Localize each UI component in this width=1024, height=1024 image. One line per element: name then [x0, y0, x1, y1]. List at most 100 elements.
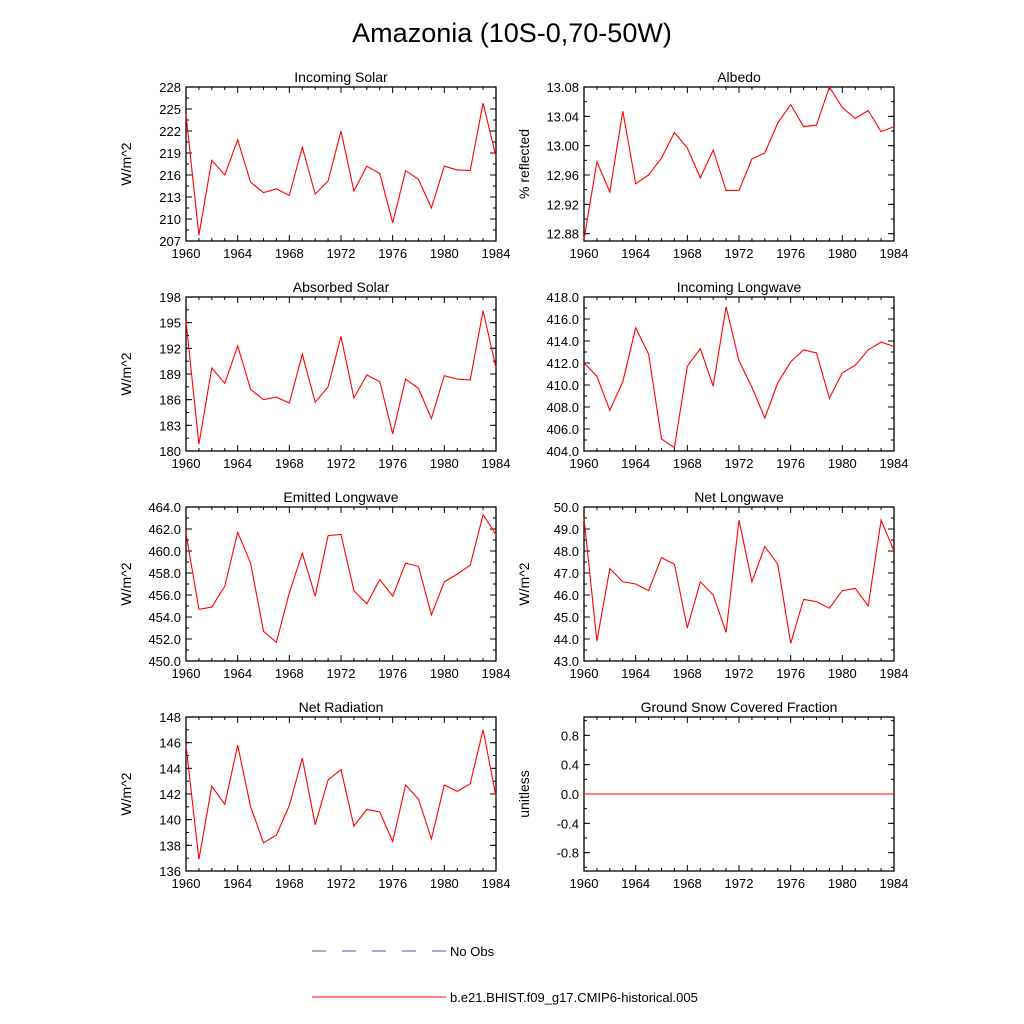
x-tick-label: 1980 — [430, 456, 459, 471]
y-tick-label: 189 — [159, 367, 181, 382]
y-tick-label: 460.0 — [148, 544, 181, 559]
y-tick-label: 48.0 — [554, 544, 579, 559]
x-tick-label: 1984 — [482, 666, 511, 681]
series-line — [583, 306, 895, 449]
x-tick-label: 1976 — [776, 246, 805, 261]
y-axis-label: W/m^2 — [118, 772, 134, 815]
series-line — [185, 729, 497, 860]
y-tick-label: 180 — [159, 444, 181, 459]
y-tick-label: 219 — [159, 146, 181, 161]
series-line — [185, 102, 497, 236]
x-tick-label: 1980 — [828, 246, 857, 261]
x-tick-label: 1972 — [725, 876, 754, 891]
x-tick-label: 1976 — [776, 456, 805, 471]
panel-4: Emitted Longwave W/m^2 1960 1964 1968 1972 197… — [118, 489, 510, 681]
x-tick-label: 1960 — [570, 666, 599, 681]
x-tick-label: 1980 — [430, 666, 459, 681]
x-tick-label: 1984 — [482, 456, 511, 471]
y-tick-label: 464.0 — [148, 500, 181, 515]
series-line — [583, 517, 895, 644]
y-axis-label: W/m^2 — [118, 562, 134, 605]
x-tick-label: 1960 — [172, 246, 201, 261]
x-tick-label: 1976 — [378, 246, 407, 261]
x-tick-label: 1980 — [430, 876, 459, 891]
y-tick-label: 142 — [159, 787, 181, 802]
y-tick-label: 192 — [159, 341, 181, 356]
panel-title: Albedo — [717, 69, 761, 85]
y-tick-label: 207 — [159, 234, 181, 249]
y-tick-label: 183 — [159, 418, 181, 433]
x-tick-label: 1964 — [223, 246, 252, 261]
y-tick-label: 216 — [159, 168, 181, 183]
legend: No Obs b.e21.BHIST.f09_g17.CMIP6-historic… — [312, 944, 698, 1005]
y-tick-label: 144 — [159, 761, 181, 776]
y-tick-label: 410.0 — [546, 378, 579, 393]
y-tick-label: 462.0 — [148, 522, 181, 537]
y-tick-label: 50.0 — [554, 500, 579, 515]
x-tick-label: 1968 — [275, 876, 304, 891]
x-tick-label: 1972 — [725, 456, 754, 471]
panel-6: Net Radiation W/m^2 1960 1964 1968 1972 1976 19… — [118, 699, 510, 891]
panel-2: Absorbed Solar W/m^2 1960 1964 1968 1972 1976 1… — [118, 279, 510, 471]
panel-title: Absorbed Solar — [293, 279, 390, 295]
y-tick-label: 44.0 — [554, 632, 579, 647]
y-tick-label: 49.0 — [554, 522, 579, 537]
x-tick-label: 1968 — [673, 456, 702, 471]
legend-label-1: b.e21.BHIST.f09_g17.CMIP6-historical.005 — [450, 990, 698, 1005]
series-line — [185, 513, 497, 644]
y-tick-label: 0.4 — [561, 758, 579, 773]
panel-title: Incoming Longwave — [677, 279, 802, 295]
x-tick-label: 1984 — [482, 246, 511, 261]
y-tick-label: 404.0 — [546, 444, 579, 459]
y-tick-label: 225 — [159, 102, 181, 117]
panel-title: Incoming Solar — [294, 69, 388, 85]
x-tick-label: 1964 — [223, 456, 252, 471]
panel-title: Net Radiation — [299, 699, 384, 715]
x-tick-label: 1960 — [172, 666, 201, 681]
y-tick-label: 213 — [159, 190, 181, 205]
plot-frame — [185, 86, 497, 242]
y-tick-label: 406.0 — [546, 422, 579, 437]
panel-title: Emitted Longwave — [283, 489, 398, 505]
y-axis-label: W/m^2 — [118, 352, 134, 395]
panel-1: Albedo % reflected 1960 1964 1968 1972 1976 198… — [516, 69, 908, 261]
y-axis-label: unitless — [516, 770, 532, 817]
x-tick-label: 1968 — [673, 246, 702, 261]
x-tick-label: 1968 — [673, 876, 702, 891]
y-tick-label: 136 — [159, 864, 181, 879]
x-tick-label: 1984 — [482, 876, 511, 891]
x-tick-label: 1976 — [776, 876, 805, 891]
x-tick-label: 1964 — [621, 246, 650, 261]
y-axis-label: W/m^2 — [516, 562, 532, 605]
legend-label-0: No Obs — [450, 944, 495, 959]
y-tick-label: 12.92 — [546, 197, 579, 212]
plot-frame — [185, 296, 497, 452]
x-tick-label: 1976 — [378, 456, 407, 471]
x-tick-label: 1960 — [172, 876, 201, 891]
x-tick-label: 1968 — [275, 246, 304, 261]
panel-7: Ground Snow Covered Fraction unitless 1960… — [516, 699, 908, 891]
x-tick-label: 1964 — [223, 876, 252, 891]
x-tick-label: 1972 — [725, 666, 754, 681]
y-tick-label: 195 — [159, 316, 181, 331]
x-tick-label: 1980 — [828, 876, 857, 891]
y-tick-label: 43.0 — [554, 654, 579, 669]
y-tick-label: 412.0 — [546, 356, 579, 371]
y-tick-label: 12.96 — [546, 168, 579, 183]
y-tick-label: 13.08 — [546, 80, 579, 95]
figure-title: Amazonia (10S-0,70-50W) — [352, 18, 672, 48]
y-tick-label: 47.0 — [554, 566, 579, 581]
y-tick-label: 46.0 — [554, 588, 579, 603]
y-tick-label: -0.8 — [557, 846, 579, 861]
x-tick-label: 1972 — [327, 666, 356, 681]
y-tick-label: 45.0 — [554, 610, 579, 625]
x-tick-label: 1968 — [275, 456, 304, 471]
x-tick-label: 1964 — [621, 666, 650, 681]
y-tick-label: 13.04 — [546, 109, 579, 124]
y-tick-label: 418.0 — [546, 290, 579, 305]
plot-frame — [583, 86, 895, 242]
panel-title: Net Longwave — [694, 489, 784, 505]
y-axis-label: W/m^2 — [118, 142, 134, 185]
panel-5: Net Longwave W/m^2 1960 1964 1968 1972 1976 198… — [516, 489, 908, 681]
y-tick-label: 0.8 — [561, 728, 579, 743]
